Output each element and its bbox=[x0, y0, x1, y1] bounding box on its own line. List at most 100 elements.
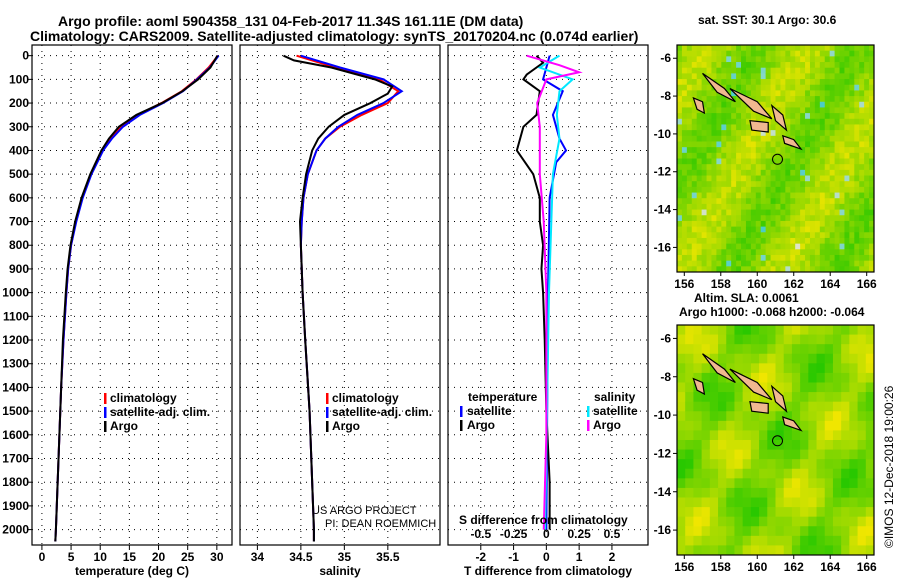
map-cell bbox=[760, 164, 767, 171]
map-cell bbox=[760, 266, 767, 273]
map-cell bbox=[859, 79, 865, 86]
map-cell bbox=[809, 101, 816, 108]
map-cell bbox=[701, 67, 708, 74]
map-cell bbox=[814, 50, 821, 57]
map-cell bbox=[686, 45, 693, 52]
map-cell bbox=[857, 430, 867, 441]
map-cell bbox=[814, 84, 821, 91]
map-cell bbox=[816, 420, 826, 431]
legend-label: climatology bbox=[332, 391, 399, 405]
map-cell bbox=[765, 158, 772, 165]
map-cell bbox=[849, 147, 855, 154]
map-cell bbox=[734, 334, 744, 345]
map-cell bbox=[809, 118, 816, 125]
map-cell bbox=[819, 175, 826, 182]
map-cell bbox=[685, 440, 694, 451]
map-cell bbox=[775, 203, 781, 211]
map-cell bbox=[809, 237, 816, 245]
map-cell bbox=[745, 215, 752, 222]
map-cell bbox=[790, 147, 796, 154]
map-cell bbox=[775, 237, 781, 245]
map-cell bbox=[711, 186, 717, 194]
map-cell bbox=[816, 382, 826, 393]
map-cell bbox=[765, 130, 772, 137]
map-cell bbox=[755, 243, 762, 250]
map-cell bbox=[814, 226, 821, 233]
map-cell bbox=[765, 232, 772, 239]
map-cell bbox=[741, 237, 747, 245]
map-cell bbox=[685, 334, 694, 345]
map-cell bbox=[741, 118, 747, 125]
map-cell bbox=[677, 516, 686, 527]
map-cell bbox=[721, 147, 727, 154]
map-cell bbox=[709, 440, 719, 451]
credit-project: US ARGO PROJECT bbox=[312, 505, 417, 517]
map-cell bbox=[824, 449, 834, 460]
map-cell bbox=[701, 254, 708, 262]
map-cell bbox=[785, 249, 791, 256]
map-cell bbox=[677, 440, 686, 451]
map-cell bbox=[775, 192, 781, 199]
map-cell bbox=[809, 215, 816, 222]
map-cell bbox=[859, 67, 865, 74]
map-cell bbox=[865, 420, 875, 431]
map-cell bbox=[849, 96, 855, 103]
map-cell bbox=[800, 468, 809, 479]
map-cell bbox=[681, 101, 688, 108]
map-cell bbox=[677, 266, 683, 273]
map-cell bbox=[726, 249, 732, 256]
map-cell bbox=[760, 67, 767, 74]
map-cell bbox=[745, 67, 752, 74]
map-cell bbox=[819, 45, 826, 52]
map-cell bbox=[864, 107, 870, 114]
map-cell bbox=[864, 220, 870, 228]
map-cell bbox=[785, 130, 791, 137]
y-tick-label: 0 bbox=[22, 49, 29, 63]
map-cell bbox=[681, 254, 688, 262]
map-cell bbox=[718, 411, 727, 422]
map-cell bbox=[829, 101, 836, 108]
map-cell bbox=[869, 62, 875, 69]
map-cell bbox=[775, 266, 781, 273]
map-cell bbox=[693, 545, 703, 556]
salinity-panel: 34 34.5 35 35.5salinityclimatologysatellite… bbox=[239, 44, 441, 578]
map-cell bbox=[819, 249, 826, 256]
map-cell bbox=[716, 203, 722, 211]
map-cell bbox=[834, 181, 841, 188]
map-cell bbox=[770, 175, 776, 182]
map-cell bbox=[716, 113, 722, 120]
map-cell bbox=[691, 124, 698, 131]
map-cell bbox=[864, 158, 870, 165]
map-cell bbox=[701, 62, 708, 69]
map-cell bbox=[767, 372, 776, 383]
map-cell bbox=[711, 266, 717, 273]
map-cell bbox=[736, 198, 742, 205]
map-cell bbox=[805, 90, 811, 97]
map-cell bbox=[819, 62, 826, 69]
legend-label: Argo bbox=[467, 418, 495, 432]
map-cell bbox=[800, 73, 806, 80]
map-cell bbox=[731, 215, 737, 222]
map-cell bbox=[745, 73, 752, 80]
map-cell bbox=[834, 266, 841, 273]
map-cell bbox=[790, 220, 796, 228]
map-cell bbox=[809, 243, 816, 250]
map-cell bbox=[805, 141, 811, 148]
map-cell bbox=[805, 147, 811, 154]
map-cell bbox=[790, 124, 796, 131]
map-cell bbox=[814, 266, 821, 273]
map-cell bbox=[726, 487, 735, 498]
map-cell bbox=[716, 198, 722, 205]
map-cell bbox=[765, 56, 772, 63]
map-cell bbox=[854, 226, 860, 233]
map-cell bbox=[731, 56, 737, 63]
map-cell bbox=[819, 198, 826, 205]
map-cell bbox=[869, 73, 875, 80]
map-cell bbox=[859, 62, 865, 69]
map-cell bbox=[839, 226, 845, 233]
imos-stamp: ©IMOS 12-Dec-2018 19:00:26 bbox=[882, 385, 896, 548]
map-cell bbox=[701, 147, 708, 154]
map-cell bbox=[709, 430, 719, 441]
map-cell bbox=[849, 203, 855, 211]
map-cell bbox=[681, 113, 688, 120]
